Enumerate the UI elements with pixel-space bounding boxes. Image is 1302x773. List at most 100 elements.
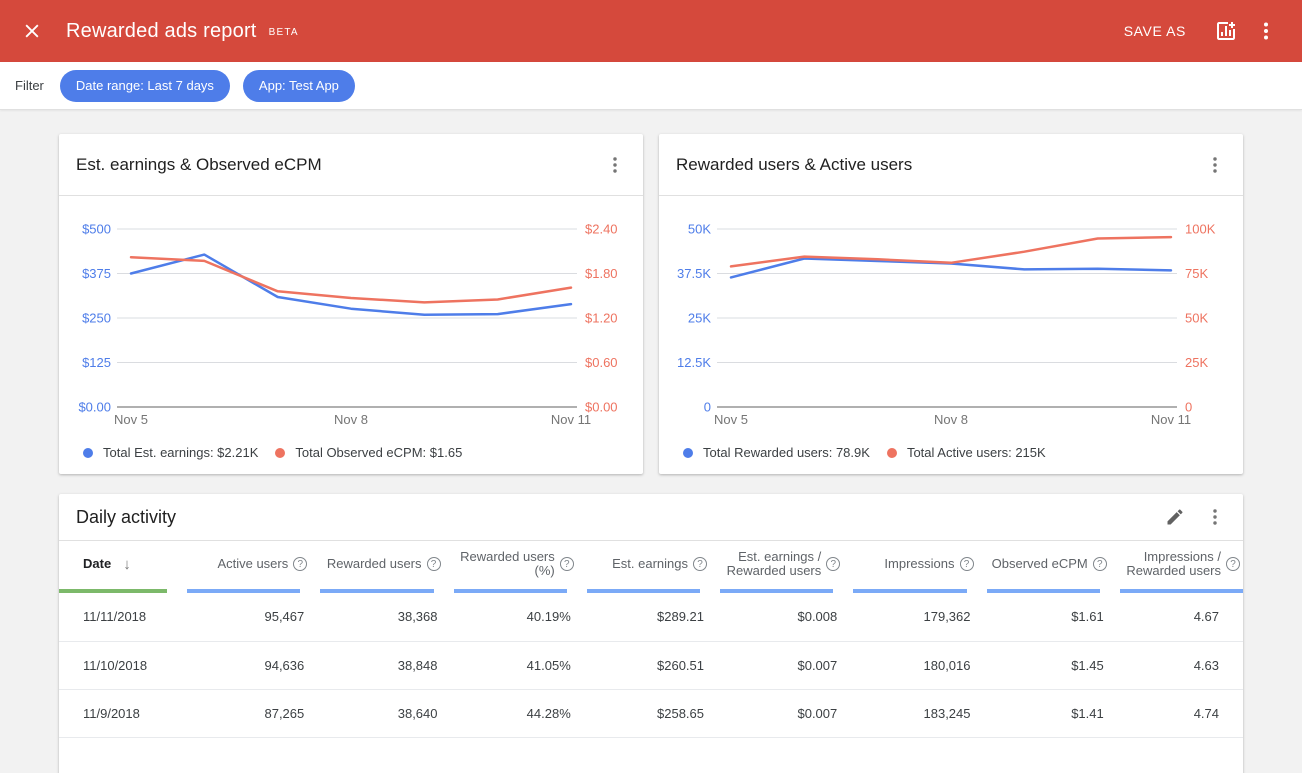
save-as-button[interactable]: SAVE AS xyxy=(1114,15,1196,47)
value-cell: $289.21 xyxy=(657,609,704,625)
svg-text:37.5K: 37.5K xyxy=(677,266,711,281)
help-icon[interactable]: ? xyxy=(959,557,974,571)
add-chart-button[interactable] xyxy=(1206,11,1246,51)
chart-legend: Total Est. earnings: $2.21K Total Observ… xyxy=(59,439,643,474)
edit-table-button[interactable] xyxy=(1155,497,1195,537)
app-header: Rewarded ads report BETA SAVE AS xyxy=(0,0,1302,62)
value-cell: $0.007 xyxy=(710,688,844,737)
value-cell: 38,848 xyxy=(310,640,444,689)
earnings-ecpm-chart: $500 $2.40 $375 $1.80 $250 $1.20 $125 $0.60 $0.0… xyxy=(78,222,618,428)
column-header-est-earnings[interactable]: Est. earnings? xyxy=(577,541,710,593)
column-header-date[interactable]: Date ↓ xyxy=(59,541,177,593)
svg-text:Nov 11: Nov 11 xyxy=(1151,412,1191,427)
help-icon[interactable]: ? xyxy=(1226,557,1240,571)
close-button[interactable] xyxy=(12,11,52,51)
sort-descending-icon: ↓ xyxy=(123,555,131,573)
svg-text:25K: 25K xyxy=(688,311,711,326)
help-icon[interactable]: ? xyxy=(293,557,308,571)
chart-more-button[interactable] xyxy=(1195,145,1235,185)
value-cell: 183,245 xyxy=(843,688,977,737)
column-label: Impressions xyxy=(884,555,955,571)
value-cell: 41.05% xyxy=(443,640,577,689)
column-underline xyxy=(586,589,700,593)
column-header-active-users[interactable]: Active users? xyxy=(177,541,310,593)
table-title: Daily activity xyxy=(76,506,177,527)
column-label: Impressions / Rewarded users xyxy=(1126,548,1221,578)
svg-text:$0.60: $0.60 xyxy=(585,355,618,370)
svg-text:50K: 50K xyxy=(688,222,711,237)
chart-more-button[interactable] xyxy=(595,145,635,185)
help-icon[interactable]: ? xyxy=(559,557,574,571)
header-more-button[interactable] xyxy=(1246,11,1286,51)
earnings-ecpm-card: Est. earnings & Observed eCPM $500 $2.40 $… xyxy=(59,134,643,474)
date-cell: 11/11/2018 xyxy=(83,609,147,625)
series-dot-blue xyxy=(83,447,93,458)
help-icon[interactable]: ? xyxy=(426,557,441,571)
column-label: Est. earnings / Rewarded users xyxy=(726,548,822,578)
add-chart-icon xyxy=(1217,22,1235,40)
column-underline xyxy=(59,589,167,593)
legend-label: Total Observed eCPM: $1.65 xyxy=(295,445,463,460)
value-cell: 87,265 xyxy=(177,688,311,737)
column-underline xyxy=(853,589,967,593)
value-cell: 95,467 xyxy=(264,609,305,625)
legend-item: Total Active users: 215K xyxy=(886,445,1046,460)
rewarded-active-users-card: Rewarded users & Active users 50K 100K 37.… xyxy=(659,134,1243,474)
table-more-button[interactable] xyxy=(1195,497,1235,537)
svg-text:$125: $125 xyxy=(82,355,111,370)
column-header-impressions[interactable]: Impressions? xyxy=(843,541,976,593)
column-header-rewarded-users[interactable]: Rewarded users (%)? xyxy=(444,541,577,593)
table-row[interactable]: 11/10/2018 94,636 38,848 41.05% $260.51 $0.00… xyxy=(59,640,1243,689)
date-cell: 11/9/2018 xyxy=(59,688,177,737)
svg-text:12.5K: 12.5K xyxy=(677,355,711,370)
app-filter-chip[interactable]: App: Test App xyxy=(242,69,355,102)
help-icon[interactable]: ? xyxy=(826,557,841,571)
column-label: Est. earnings xyxy=(612,555,688,571)
series-dot-blue xyxy=(683,447,693,458)
column-label: Rewarded users xyxy=(326,555,422,571)
svg-text:Nov 5: Nov 5 xyxy=(114,412,148,427)
svg-text:$0.00: $0.00 xyxy=(78,400,111,415)
chart-title-rewarded-active-users: Rewarded users & Active users xyxy=(676,154,913,174)
value-cell: 44.28% xyxy=(443,688,577,737)
value-cell: $1.61 xyxy=(1071,609,1104,625)
value-cell: 94,636 xyxy=(177,640,311,689)
legend-label: Total Rewarded users: 78.9K xyxy=(703,445,870,460)
value-cell: 40.19% xyxy=(526,609,571,625)
svg-text:Nov 5: Nov 5 xyxy=(714,412,748,427)
column-underline xyxy=(320,589,434,593)
help-icon[interactable]: ? xyxy=(1092,557,1107,571)
column-header-impressions-rewarded-users[interactable]: Impressions / Rewarded users? xyxy=(1110,541,1243,593)
column-label: Active users xyxy=(217,555,289,571)
chart-title-earnings-ecpm: Est. earnings & Observed eCPM xyxy=(76,154,322,174)
svg-text:$0.00: $0.00 xyxy=(585,400,618,415)
column-header-est-earnings-rewarded-users[interactable]: Est. earnings / Rewarded users? xyxy=(710,541,843,593)
value-cell: $0.008 xyxy=(797,609,838,625)
column-underline xyxy=(187,589,301,593)
page-title: Rewarded ads report xyxy=(66,19,257,42)
table-row[interactable]: 11/11/2018 95,467 38,368 40.19% $289.21 $0.00… xyxy=(59,593,1243,641)
svg-text:$1.80: $1.80 xyxy=(585,266,618,281)
value-cell: 38,368 xyxy=(397,609,438,625)
column-label: Date xyxy=(83,555,112,571)
column-underline xyxy=(986,589,1100,593)
column-header-rewarded-users[interactable]: Rewarded users? xyxy=(310,541,443,593)
date-range-chip[interactable]: Date range: Last 7 days xyxy=(59,69,230,102)
svg-text:0: 0 xyxy=(1185,400,1192,415)
svg-text:Nov 8: Nov 8 xyxy=(934,412,968,427)
table-row[interactable]: 11/9/2018 87,265 38,640 44.28% $258.65 $0.007… xyxy=(59,688,1243,737)
value-cell: $260.51 xyxy=(576,640,710,689)
table-row-partial xyxy=(59,736,1243,773)
svg-text:50K: 50K xyxy=(1185,311,1208,326)
column-label: Rewarded users (%) xyxy=(460,548,555,578)
filter-bar: Filter Date range: Last 7 days App: Test… xyxy=(0,62,1302,110)
column-underline xyxy=(453,589,567,593)
column-header-observed-ecpm[interactable]: Observed eCPM? xyxy=(977,541,1110,593)
daily-activity-card: Daily activity Date ↓ Active users? Rewarde… xyxy=(59,494,1243,773)
close-icon xyxy=(25,24,39,38)
svg-text:25K: 25K xyxy=(1185,355,1208,370)
help-icon[interactable]: ? xyxy=(693,557,707,571)
svg-text:$375: $375 xyxy=(82,266,111,281)
column-underline xyxy=(720,589,834,593)
